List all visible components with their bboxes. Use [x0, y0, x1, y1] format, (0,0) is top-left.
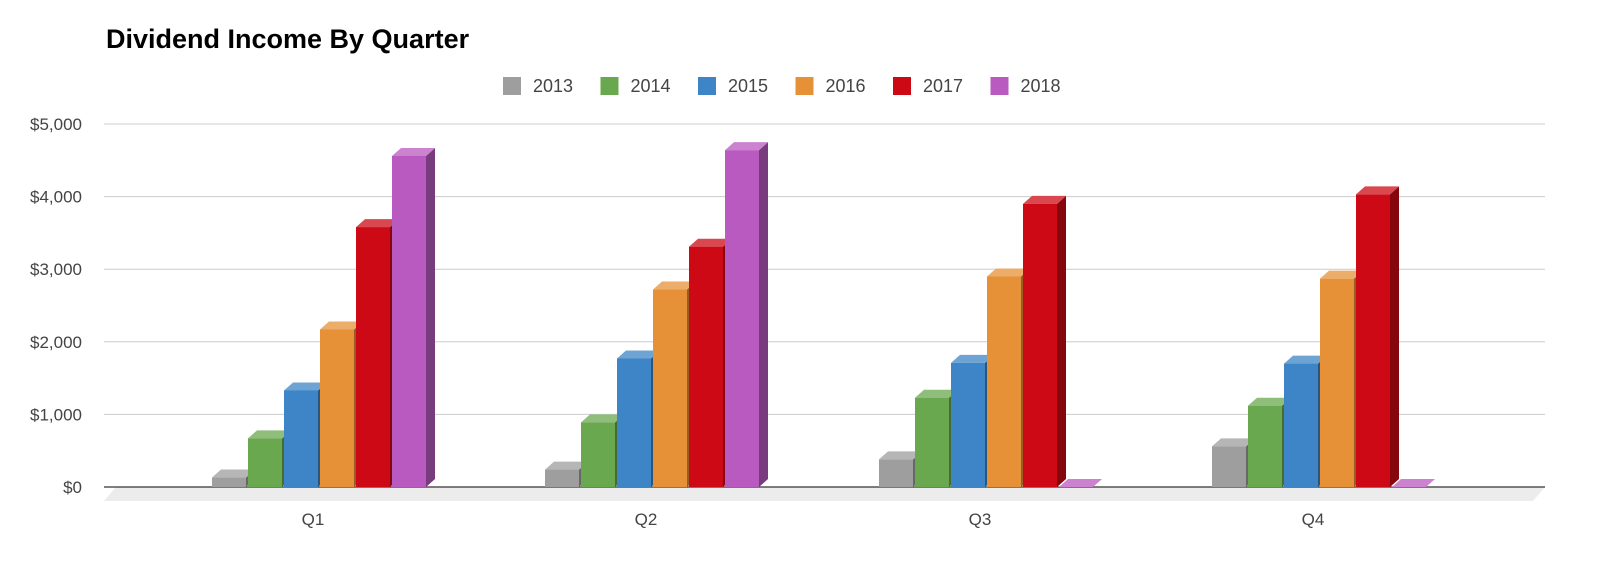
y-tick-label: $1,000: [30, 405, 82, 424]
y-tick-label: $0: [63, 478, 82, 497]
bar-top: [212, 469, 255, 478]
bar-top: [1284, 355, 1327, 364]
x-tick-label: Q4: [1302, 510, 1325, 529]
bar-2016-Q2: [653, 289, 687, 487]
bar-2015-Q2: [617, 358, 651, 487]
y-tick-label: $3,000: [30, 260, 82, 279]
bar-2017-Q4: [1356, 194, 1390, 487]
bar-top: [284, 382, 327, 391]
bar-top: [320, 321, 363, 330]
bar-top: [951, 354, 994, 363]
bar-top: [1212, 438, 1255, 447]
bar-side: [1390, 186, 1399, 488]
bar-top: [545, 461, 588, 470]
bar-2015-Q4: [1284, 363, 1318, 487]
x-tick-label: Q1: [302, 510, 325, 529]
bar-2014-Q4: [1248, 405, 1282, 487]
bar-2018-Q1: [392, 155, 426, 487]
bar-top: [1023, 195, 1066, 204]
bar-2013-Q3: [879, 459, 913, 487]
bar-2014-Q3: [915, 397, 949, 487]
bar-top: [1320, 270, 1363, 279]
bar-top: [689, 238, 732, 247]
bar-2017-Q1: [356, 227, 390, 488]
legend-swatch: [503, 77, 521, 95]
bar-side: [1093, 479, 1102, 488]
bar-2013-Q4: [1212, 446, 1246, 487]
legend-label: 2013: [533, 76, 573, 96]
bar-top: [653, 281, 696, 290]
legend-label: 2014: [631, 76, 671, 96]
bar-top: [356, 219, 399, 228]
bar-top: [725, 142, 768, 151]
bar-side: [759, 142, 768, 488]
x-tick-label: Q3: [969, 510, 992, 529]
bar-2015-Q3: [951, 362, 985, 487]
bar-top: [1059, 479, 1102, 487]
legend-swatch: [795, 77, 814, 95]
bar-2013-Q2: [545, 469, 579, 487]
legend-label: 2016: [826, 76, 866, 96]
bar-top: [1248, 397, 1291, 406]
x-tick-label: Q2: [635, 510, 658, 529]
bar-2014-Q1: [248, 438, 282, 487]
bar-top: [581, 414, 624, 423]
bar-side: [1426, 479, 1435, 488]
bar-2016-Q4: [1320, 278, 1354, 487]
bar-top: [987, 268, 1030, 277]
legend-label: 2017: [923, 76, 963, 96]
bar-2016-Q1: [320, 329, 354, 487]
legend-swatch: [698, 77, 716, 95]
y-tick-label: $4,000: [30, 188, 82, 207]
chart-floor: [104, 487, 1545, 501]
legend-label: 2015: [728, 76, 768, 96]
bar-top: [1392, 479, 1435, 487]
chart-title: Dividend Income By Quarter: [106, 24, 470, 54]
legend-swatch: [600, 77, 619, 95]
bar-top: [879, 451, 922, 460]
bar-2018-Q2: [725, 150, 759, 488]
y-tick-label: $5,000: [30, 115, 82, 134]
bar-top: [248, 430, 291, 439]
bar-2016-Q3: [987, 276, 1021, 487]
legend-swatch: [990, 77, 1009, 95]
bar-top: [1356, 186, 1399, 195]
bar-2015-Q1: [284, 390, 318, 487]
legend-label: 2018: [1021, 76, 1061, 96]
bar-side: [426, 147, 435, 488]
bar-2014-Q2: [581, 422, 615, 487]
y-tick-label: $2,000: [30, 333, 82, 352]
bar-2017-Q2: [689, 246, 723, 487]
legend-swatch: [893, 77, 911, 95]
bar-2013-Q1: [212, 477, 246, 487]
bar-2017-Q3: [1023, 203, 1057, 488]
bar-side: [1057, 195, 1066, 488]
bar-top: [392, 147, 435, 156]
bar-top: [915, 389, 958, 398]
bar-top: [617, 350, 660, 359]
